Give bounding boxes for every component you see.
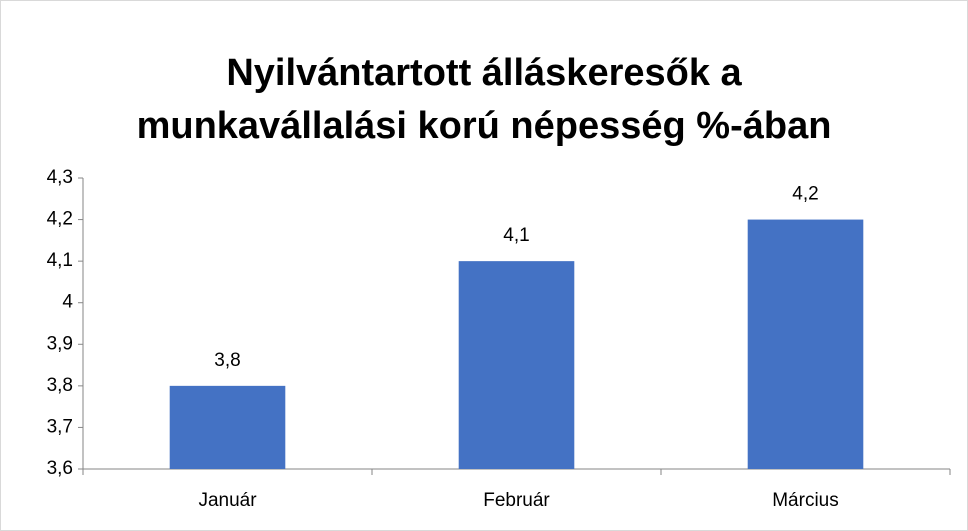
data-label: 4,1 [503, 225, 529, 246]
bar [458, 261, 575, 469]
x-tick-label: Március [772, 490, 839, 511]
bar [169, 385, 286, 469]
x-tick-label: Január [198, 490, 257, 511]
y-tick-label: 3,7 [47, 416, 73, 437]
y-tick-label: 3,8 [47, 375, 73, 396]
y-tick-label: 4,3 [47, 167, 73, 188]
data-label: 4,2 [792, 184, 818, 205]
data-label: 3,8 [214, 350, 240, 371]
y-tick-label: 4 [62, 292, 73, 313]
chart-title: Nyilvántartott álláskeresők a [226, 52, 742, 94]
y-tick-label: 4,1 [47, 250, 73, 271]
y-tick-label: 3,6 [47, 458, 73, 479]
x-tick-label: Február [483, 490, 550, 511]
y-tick-label: 3,9 [47, 333, 73, 354]
chart-title: munkavállalási korú népesség %-ában [137, 105, 832, 147]
y-tick-label: 4,2 [47, 209, 73, 230]
bar [747, 219, 864, 469]
